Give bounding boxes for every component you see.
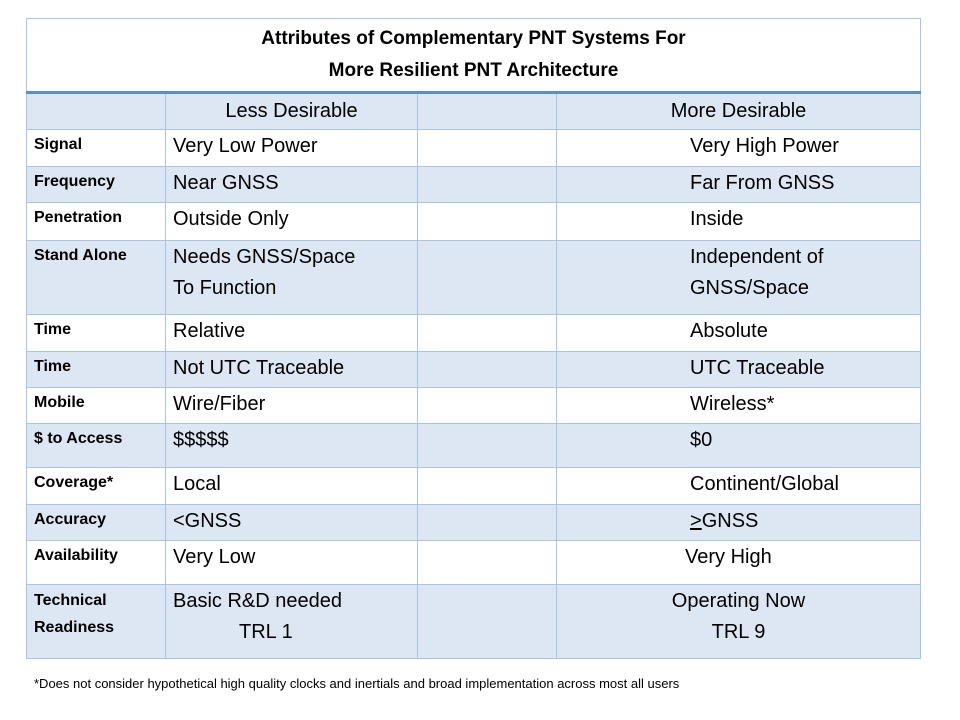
title-line-1: Attributes of Complementary PNT Systems …: [261, 28, 686, 49]
attribute-label: Accuracy: [26, 504, 166, 541]
spacer-cell: [417, 584, 557, 659]
more-desirable-value: Very High Power: [556, 129, 921, 167]
more-desirable-text: Very High: [685, 546, 772, 568]
more-desirable-text: Absolute: [690, 320, 768, 342]
table-row: Time Not UTC Traceable UTC Traceable: [26, 351, 921, 388]
less-desirable-value: Outside Only: [165, 202, 418, 241]
attribute-label: Coverage*: [26, 467, 166, 505]
spacer-cell: [417, 240, 557, 315]
attribute-label: $ to Access: [26, 423, 166, 468]
spacer-cell: [417, 423, 557, 468]
more-desirable-value: Independent of GNSS/Space: [556, 240, 921, 315]
more-desirable-line-2: TRL 9: [711, 621, 766, 643]
attribute-label: Penetration: [26, 202, 166, 241]
more-desirable-value: UTC Traceable: [556, 351, 921, 388]
less-desirable-line-1: Basic R&D needed: [173, 590, 342, 612]
spacer-cell: [417, 166, 557, 203]
table-row: Technical Readiness Basic R&D needed TRL…: [26, 584, 921, 659]
attribute-label: Time: [26, 314, 166, 352]
table-row: $ to Access $$$$$ $0: [26, 423, 921, 468]
table-title-row: Attributes of Complementary PNT Systems …: [26, 18, 921, 94]
more-desirable-value: Far From GNSS: [556, 166, 921, 203]
more-desirable-value: $0: [556, 423, 921, 468]
more-desirable-value: Operating Now TRL 9: [556, 584, 921, 659]
table-row: Accuracy <GNSS >GNSS: [26, 504, 921, 541]
less-desirable-value: Near GNSS: [165, 166, 418, 203]
title-line-2: More Resilient PNT Architecture: [328, 60, 619, 81]
attribute-label: Stand Alone: [26, 240, 166, 315]
header-row: Less Desirable More Desirable: [26, 92, 921, 130]
table-row: Availability Very Low Very High: [26, 540, 921, 585]
greater-equal-symbol: >: [690, 510, 702, 532]
attribute-label: Availability: [26, 540, 166, 585]
table-row: Penetration Outside Only Inside: [26, 202, 921, 241]
attribute-label: Technical Readiness: [26, 584, 166, 659]
less-desirable-value: $$$$$: [165, 423, 418, 468]
more-desirable-value: Very High: [556, 540, 921, 585]
more-desirable-text: Very High Power: [690, 135, 839, 157]
less-desirable-line-2: TRL 1: [239, 621, 293, 643]
more-desirable-text: Inside: [690, 208, 744, 230]
spacer-cell: [417, 504, 557, 541]
spacer-cell: [417, 314, 557, 352]
less-desirable-line-1: Needs GNSS/Space: [173, 246, 356, 268]
less-desirable-value: Very Low Power: [165, 129, 418, 167]
more-desirable-line-1: Operating Now: [671, 590, 806, 612]
spacer-cell: [417, 351, 557, 388]
less-desirable-value: Local: [165, 467, 418, 505]
table-row: Mobile Wire/Fiber Wireless*: [26, 387, 921, 424]
more-desirable-text: Far From GNSS: [690, 172, 835, 194]
table-row: Stand Alone Needs GNSS/Space To Function…: [26, 240, 921, 315]
attribute-label: Mobile: [26, 387, 166, 424]
spacer-cell: [417, 387, 557, 424]
attributes-table: Attributes of Complementary PNT Systems …: [26, 18, 921, 659]
table-row: Frequency Near GNSS Far From GNSS: [26, 166, 921, 203]
more-desirable-value: Wireless*: [556, 387, 921, 424]
more-desirable-line-2: GNSS/Space: [690, 277, 809, 299]
header-spacer-cell: [417, 92, 557, 130]
less-desirable-line-2: To Function: [173, 277, 277, 299]
spacer-cell: [417, 129, 557, 167]
more-desirable-value: Absolute: [556, 314, 921, 352]
more-desirable-rest: GNSS: [701, 510, 759, 532]
footnote: *Does not consider hypothetical high qua…: [34, 676, 680, 691]
table-row: Coverage* Local Continent/Global: [26, 467, 921, 505]
attribute-label: Time: [26, 351, 166, 388]
more-desirable-value: >GNSS: [556, 504, 921, 541]
less-desirable-value: Wire/Fiber: [165, 387, 418, 424]
more-desirable-value: Inside: [556, 202, 921, 241]
attribute-label-line-2: Readiness: [34, 619, 115, 636]
more-desirable-text: UTC Traceable: [690, 357, 825, 379]
table-row: Signal Very Low Power Very High Power: [26, 129, 921, 167]
attribute-label-line-1: Technical: [34, 592, 107, 609]
attribute-label: Frequency: [26, 166, 166, 203]
less-desirable-value: Basic R&D needed TRL 1: [165, 584, 418, 659]
less-desirable-value: Not UTC Traceable: [165, 351, 418, 388]
spacer-cell: [417, 467, 557, 505]
more-desirable-value: Continent/Global: [556, 467, 921, 505]
table-title: Attributes of Complementary PNT Systems …: [26, 18, 921, 94]
less-desirable-value: Very Low: [165, 540, 418, 585]
spacer-cell: [417, 202, 557, 241]
more-desirable-line-1: Independent of: [690, 246, 824, 268]
more-desirable-text: $0: [690, 429, 713, 451]
header-more-desirable: More Desirable: [556, 92, 921, 130]
less-desirable-value: <GNSS: [165, 504, 418, 541]
more-desirable-text: Wireless*: [690, 393, 775, 415]
less-desirable-value: Needs GNSS/Space To Function: [165, 240, 418, 315]
header-empty-cell: [26, 92, 166, 130]
spacer-cell: [417, 540, 557, 585]
more-desirable-text: Continent/Global: [690, 473, 839, 495]
less-desirable-value: Relative: [165, 314, 418, 352]
header-less-desirable: Less Desirable: [165, 92, 418, 130]
attribute-label: Signal: [26, 129, 166, 167]
more-desirable-text: >GNSS: [557, 506, 920, 537]
table-row: Time Relative Absolute: [26, 314, 921, 352]
